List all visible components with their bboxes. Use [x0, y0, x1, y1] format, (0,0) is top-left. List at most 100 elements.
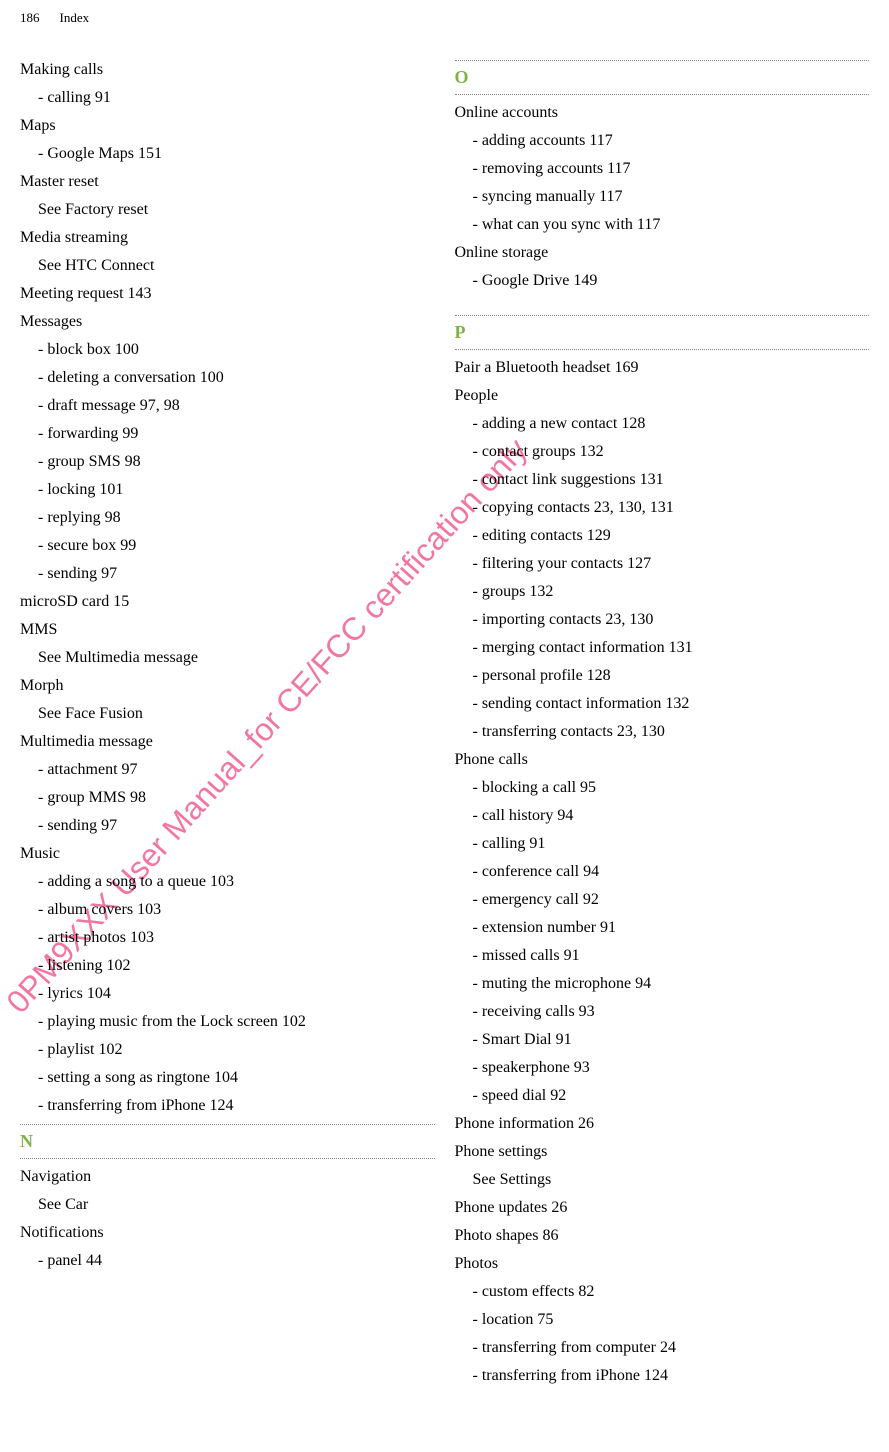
index-entry: setting a song as ringtone 104 [20, 1064, 435, 1092]
index-entry: sending contact information 132 [455, 690, 870, 718]
index-entry: what can you sync with 117 [455, 211, 870, 239]
index-entry: listening 102 [20, 952, 435, 980]
index-entry: editing contacts 129 [455, 522, 870, 550]
index-columns: Making callscalling 91MapsGoogle Maps 15… [20, 56, 869, 1390]
index-entry: Multimedia message [20, 728, 435, 756]
index-entry: Phone updates 26 [455, 1194, 870, 1222]
index-entry: Navigation [20, 1163, 435, 1191]
index-entry: groups 132 [455, 578, 870, 606]
page-header: 186 Index [20, 10, 869, 26]
section-divider [455, 349, 870, 350]
index-entry: replying 98 [20, 504, 435, 532]
index-entry: extension number 91 [455, 914, 870, 942]
index-entry: Phone calls [455, 746, 870, 774]
index-entry: See Settings [455, 1166, 870, 1194]
index-entry: Messages [20, 308, 435, 336]
index-entry: See Face Fusion [20, 700, 435, 728]
index-entry: Online storage [455, 239, 870, 267]
index-entry: merging contact information 131 [455, 634, 870, 662]
index-entry: Pair a Bluetooth headset 169 [455, 354, 870, 382]
index-entry: blocking a call 95 [455, 774, 870, 802]
index-entry: Making calls [20, 56, 435, 84]
index-entry: Phone information 26 [455, 1110, 870, 1138]
index-entry: MMS [20, 616, 435, 644]
section-name: Index [60, 10, 90, 26]
index-entry: adding a new contact 128 [455, 410, 870, 438]
index-entry: filtering your contacts 127 [455, 550, 870, 578]
index-entry: Phone settings [455, 1138, 870, 1166]
index-entry: locking 101 [20, 476, 435, 504]
index-entry: speakerphone 93 [455, 1054, 870, 1082]
index-entry: adding a song to a queue 103 [20, 868, 435, 896]
index-entry: album covers 103 [20, 896, 435, 924]
index-entry: importing contacts 23, 130 [455, 606, 870, 634]
index-entry: personal profile 128 [455, 662, 870, 690]
index-entry: attachment 97 [20, 756, 435, 784]
index-entry: syncing manually 117 [455, 183, 870, 211]
index-entry: adding accounts 117 [455, 127, 870, 155]
section-divider [455, 315, 870, 316]
index-entry: playing music from the Lock screen 102 [20, 1008, 435, 1036]
index-entry: People [455, 382, 870, 410]
index-entry: playlist 102 [20, 1036, 435, 1064]
index-entry: contact groups 132 [455, 438, 870, 466]
index-entry: calling 91 [20, 84, 435, 112]
index-entry: Photo shapes 86 [455, 1222, 870, 1250]
index-entry: Online accounts [455, 99, 870, 127]
index-entry: Google Maps 151 [20, 140, 435, 168]
index-entry: transferring contacts 23, 130 [455, 718, 870, 746]
index-entry: transferring from iPhone 124 [455, 1362, 870, 1390]
index-entry: speed dial 92 [455, 1082, 870, 1110]
index-entry: forwarding 99 [20, 420, 435, 448]
index-entry: muting the microphone 94 [455, 970, 870, 998]
section-letter-n: N [20, 1129, 435, 1154]
right-column: O Online accountsadding accounts 117remo… [455, 56, 870, 1390]
section-divider [455, 94, 870, 95]
index-entry: draft message 97, 98 [20, 392, 435, 420]
index-entry: microSD card 15 [20, 588, 435, 616]
index-entry: See Car [20, 1191, 435, 1219]
index-entry: Photos [455, 1250, 870, 1278]
index-entry: removing accounts 117 [455, 155, 870, 183]
index-entry: secure box 99 [20, 532, 435, 560]
index-entry: emergency call 92 [455, 886, 870, 914]
section-letter-p: P [455, 320, 870, 345]
index-entry: deleting a conversation 100 [20, 364, 435, 392]
index-entry: Smart Dial 91 [455, 1026, 870, 1054]
index-entry: Notifications [20, 1219, 435, 1247]
index-entry: Morph [20, 672, 435, 700]
index-entry: copying contacts 23, 130, 131 [455, 494, 870, 522]
index-entry: block box 100 [20, 336, 435, 364]
index-entry: calling 91 [455, 830, 870, 858]
index-entry: Media streaming [20, 224, 435, 252]
index-entry: transferring from computer 24 [455, 1334, 870, 1362]
index-entry: See Factory reset [20, 196, 435, 224]
index-entry: location 75 [455, 1306, 870, 1334]
index-entry: group SMS 98 [20, 448, 435, 476]
index-entry: panel 44 [20, 1247, 435, 1275]
index-entry: Maps [20, 112, 435, 140]
index-entry: call history 94 [455, 802, 870, 830]
index-entry: Music [20, 840, 435, 868]
section-divider [20, 1124, 435, 1125]
index-entry: Master reset [20, 168, 435, 196]
section-divider [455, 60, 870, 61]
page-content: 186 Index Making callscalling 91MapsGoog… [20, 10, 869, 1390]
page-number: 186 [20, 10, 40, 26]
index-entry: Meeting request 143 [20, 280, 435, 308]
index-entry: sending 97 [20, 560, 435, 588]
index-entry: Google Drive 149 [455, 267, 870, 295]
section-letter-o: O [455, 65, 870, 90]
index-entry: See HTC Connect [20, 252, 435, 280]
index-entry: missed calls 91 [455, 942, 870, 970]
index-entry: conference call 94 [455, 858, 870, 886]
left-column: Making callscalling 91MapsGoogle Maps 15… [20, 56, 435, 1390]
index-entry: custom effects 82 [455, 1278, 870, 1306]
section-divider [20, 1158, 435, 1159]
index-entry: lyrics 104 [20, 980, 435, 1008]
index-entry: artist photos 103 [20, 924, 435, 952]
index-entry: sending 97 [20, 812, 435, 840]
index-entry: receiving calls 93 [455, 998, 870, 1026]
index-entry: contact link suggestions 131 [455, 466, 870, 494]
index-entry: transferring from iPhone 124 [20, 1092, 435, 1120]
